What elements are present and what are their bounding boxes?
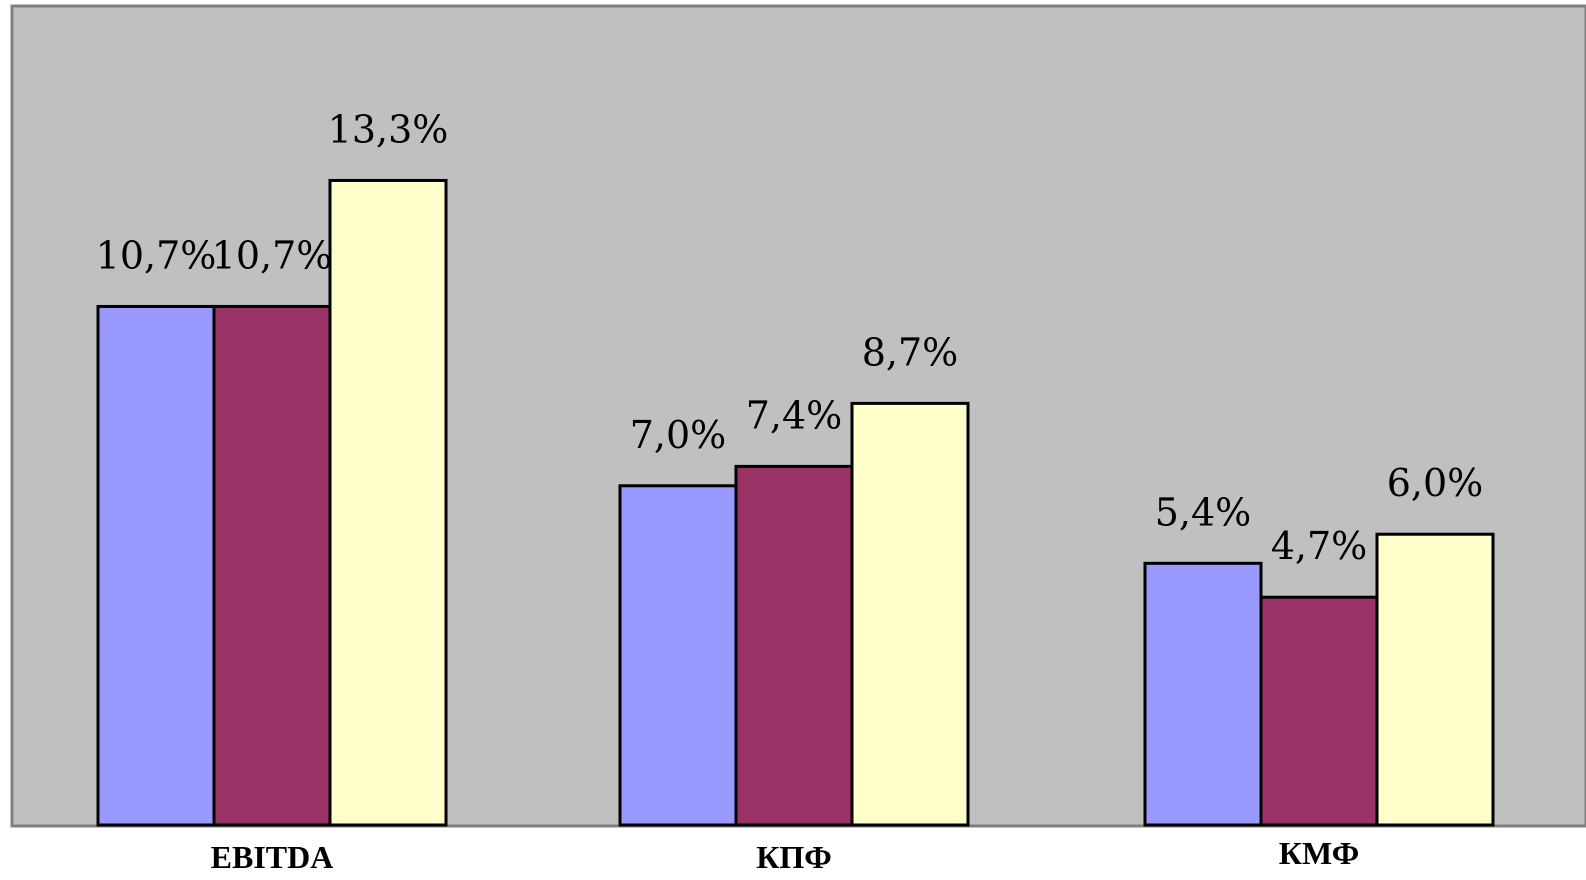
data-label: 10,7% <box>212 233 333 277</box>
data-label: 10,7% <box>96 233 217 277</box>
data-labels-group: 10,7%10,7% 13,3% 7,0% 7,4% 8,7% 5,4% 4,7% 6,0% <box>96 107 1484 568</box>
bar-ebitda-series-2 <box>212 304 332 827</box>
data-label: 13,3% <box>328 107 449 151</box>
bar-кпф-series-3 <box>850 401 970 827</box>
data-label: 6,0% <box>1387 461 1484 505</box>
bar-кмф-series-2 <box>1259 595 1379 827</box>
bar-ebitda-series-3 <box>328 178 448 827</box>
data-label: 4,7% <box>1271 524 1368 568</box>
bar-кмф-series-3 <box>1375 532 1495 827</box>
data-label: 8,7% <box>862 330 959 374</box>
data-label: 7,0% <box>630 413 727 457</box>
bar-кмф-series-1 <box>1143 561 1263 827</box>
data-label: 7,4% <box>746 393 843 437</box>
category-label: EBITDA <box>211 839 334 875</box>
bar-кпф-series-2 <box>734 464 854 827</box>
category-label: КМФ <box>1279 835 1359 871</box>
bar-кпф-series-1 <box>618 484 738 827</box>
bar-ebitda-series-1 <box>96 304 216 827</box>
data-label: 5,4% <box>1155 490 1252 534</box>
category-labels-group: EBITDA КПФ КМФ <box>211 835 1360 875</box>
category-label: КПФ <box>756 839 832 875</box>
bars-group <box>96 178 1495 827</box>
